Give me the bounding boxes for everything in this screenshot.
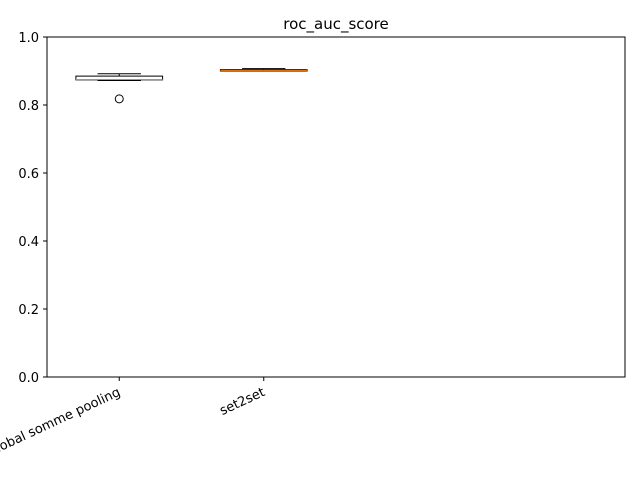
y-tick-label: 0.0 bbox=[18, 371, 39, 386]
y-tick-label: 0.2 bbox=[18, 303, 39, 318]
chart-title: roc_auc_score bbox=[283, 15, 389, 34]
y-tick-label: 0.6 bbox=[18, 167, 39, 182]
outlier-point bbox=[114, 94, 124, 104]
y-tick-label: 0.4 bbox=[18, 235, 39, 250]
y-tick-label: 0.8 bbox=[18, 99, 39, 114]
y-tick-label: 1.0 bbox=[18, 31, 39, 46]
axes-frame bbox=[46, 36, 626, 378]
